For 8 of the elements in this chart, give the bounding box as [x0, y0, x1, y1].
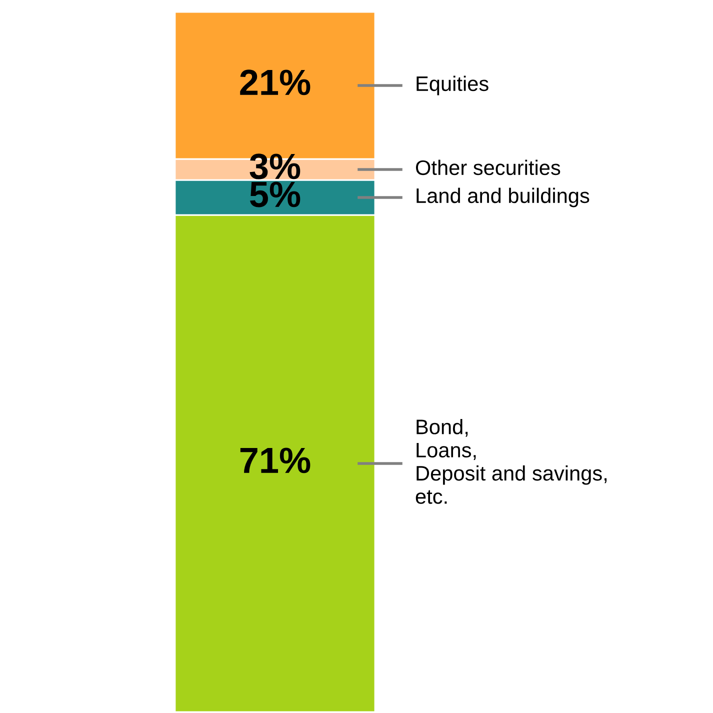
text: Equities — [416, 76, 488, 96]
text: Land and buildings — [416, 188, 590, 208]
series-label: Bond, Loans, Deposit and savings, etc. — [416, 418, 607, 504]
data-label: 71% — [240, 448, 310, 474]
data-label: 21% — [240, 70, 310, 96]
data-label: 5% — [250, 182, 300, 208]
data-label: 3% — [250, 154, 300, 180]
series-label: Other securities — [416, 160, 560, 176]
